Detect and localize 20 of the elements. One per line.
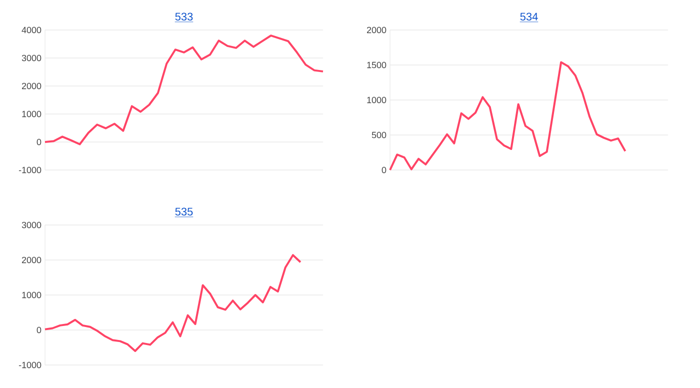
y-tick-label: 2000 — [366, 26, 386, 34]
y-tick-label: 0 — [36, 138, 42, 146]
y-tick-label: 1000 — [367, 96, 386, 104]
y-tick-label: -1000 — [18, 362, 42, 368]
y-tick-label: 4000 — [22, 26, 42, 34]
y-tick-label: 1000 — [22, 292, 42, 298]
line-series — [44, 254, 302, 352]
y-tick-label: 500 — [372, 132, 386, 138]
y-tick-label: 3000 — [22, 54, 42, 62]
y-tick-label: 1500 — [367, 62, 386, 68]
chart-title: 535 — [175, 208, 193, 216]
y-tick-label: 1000 — [22, 110, 42, 118]
y-tick-label: 0 — [36, 326, 42, 334]
y-tick-label: 2000 — [22, 256, 42, 264]
chart-title: 534 — [520, 12, 538, 21]
y-tick-label: -1000 — [18, 166, 42, 174]
y-tick-label: 0 — [382, 166, 386, 174]
y-tick-label: 2000 — [22, 82, 42, 90]
chart-title: 533 — [175, 12, 193, 21]
y-tick-label: 3000 — [22, 222, 42, 228]
